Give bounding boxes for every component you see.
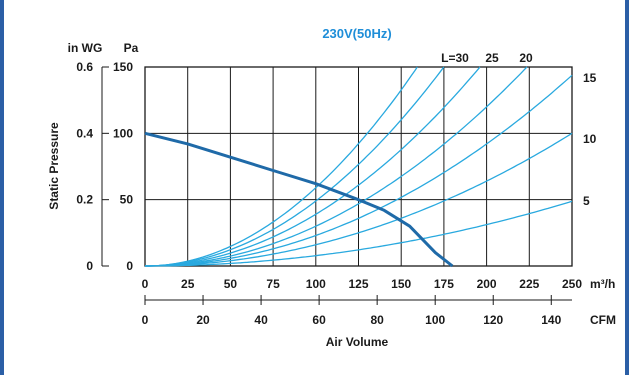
fan-curve-line [144, 131, 454, 268]
x-tick-label-cfm: 100 [425, 313, 445, 327]
y-axis-label: Static Pressure [47, 122, 61, 210]
system-curve-line [145, 66, 481, 267]
x-tick-label-m3h: 0 [142, 277, 149, 291]
y-tick-label-pa: 150 [113, 60, 133, 74]
x-axis-label: Air Volume [326, 335, 389, 349]
x-tick-label-cfm: 140 [541, 313, 561, 327]
system-curve-label: 25 [485, 51, 499, 65]
x-tick-label-m3h: 225 [519, 277, 539, 291]
left-accent-bar [0, 0, 4, 375]
system-curve-label: 20 [519, 51, 533, 65]
y-unit-inwg: in WG [68, 41, 103, 55]
x-tick-label-cfm: 60 [312, 313, 326, 327]
x-tick-label-m3h: 25 [181, 277, 195, 291]
y-tick-label-inwg: 0.6 [76, 60, 93, 74]
x-tick-label-m3h: 50 [224, 277, 238, 291]
y-tick-label-right: 10 [583, 132, 597, 146]
system-curve-line [145, 132, 573, 267]
y-tick-label-inwg: 0.2 [76, 193, 93, 207]
x-tick-label-cfm: 40 [254, 313, 268, 327]
system-curve-line [145, 74, 573, 267]
x-tick-label-cfm: 120 [483, 313, 503, 327]
x-tick-label-m3h: 250 [562, 277, 582, 291]
x-tick-label-m3h: 175 [434, 277, 454, 291]
system-curve-line [145, 66, 418, 267]
y-tick-label-inwg: 0 [86, 259, 93, 273]
chart-title: 230V(50Hz) [322, 26, 391, 41]
y-tick-label-inwg: 0.4 [76, 126, 93, 140]
y-tick-label-right: 15 [583, 71, 597, 85]
x-tick-label-cfm: 20 [196, 313, 210, 327]
x-tick-label-m3h: 200 [477, 277, 497, 291]
y-tick-label-pa: 100 [113, 126, 133, 140]
ticks: 0 25 50 75 100 125 150 175 200 225 25005010015000.… [76, 51, 596, 327]
x-unit-cfm: CFM [590, 313, 616, 327]
system-curve-line [145, 66, 445, 267]
right-accent-bar [625, 0, 629, 375]
y-tick-label-pa: 50 [120, 193, 134, 207]
x-tick-label-m3h: 125 [348, 277, 368, 291]
grid [144, 66, 573, 267]
curves [144, 66, 573, 268]
y-tick-label-right: 5 [583, 194, 590, 208]
x-unit-m3h: m³/h [590, 277, 615, 291]
y-tick-label-pa: 0 [126, 259, 133, 273]
system-curve-line [145, 66, 528, 267]
system-curve-line [145, 200, 573, 267]
y-unit-pa: Pa [124, 41, 139, 55]
x-tick-label-m3h: 100 [306, 277, 326, 291]
x-tick-label-m3h: 150 [391, 277, 411, 291]
x-tick-label-cfm: 80 [370, 313, 384, 327]
system-curve-label: L=30 [441, 51, 469, 65]
x-tick-label-m3h: 75 [266, 277, 280, 291]
x-tick-label-cfm: 0 [142, 313, 149, 327]
